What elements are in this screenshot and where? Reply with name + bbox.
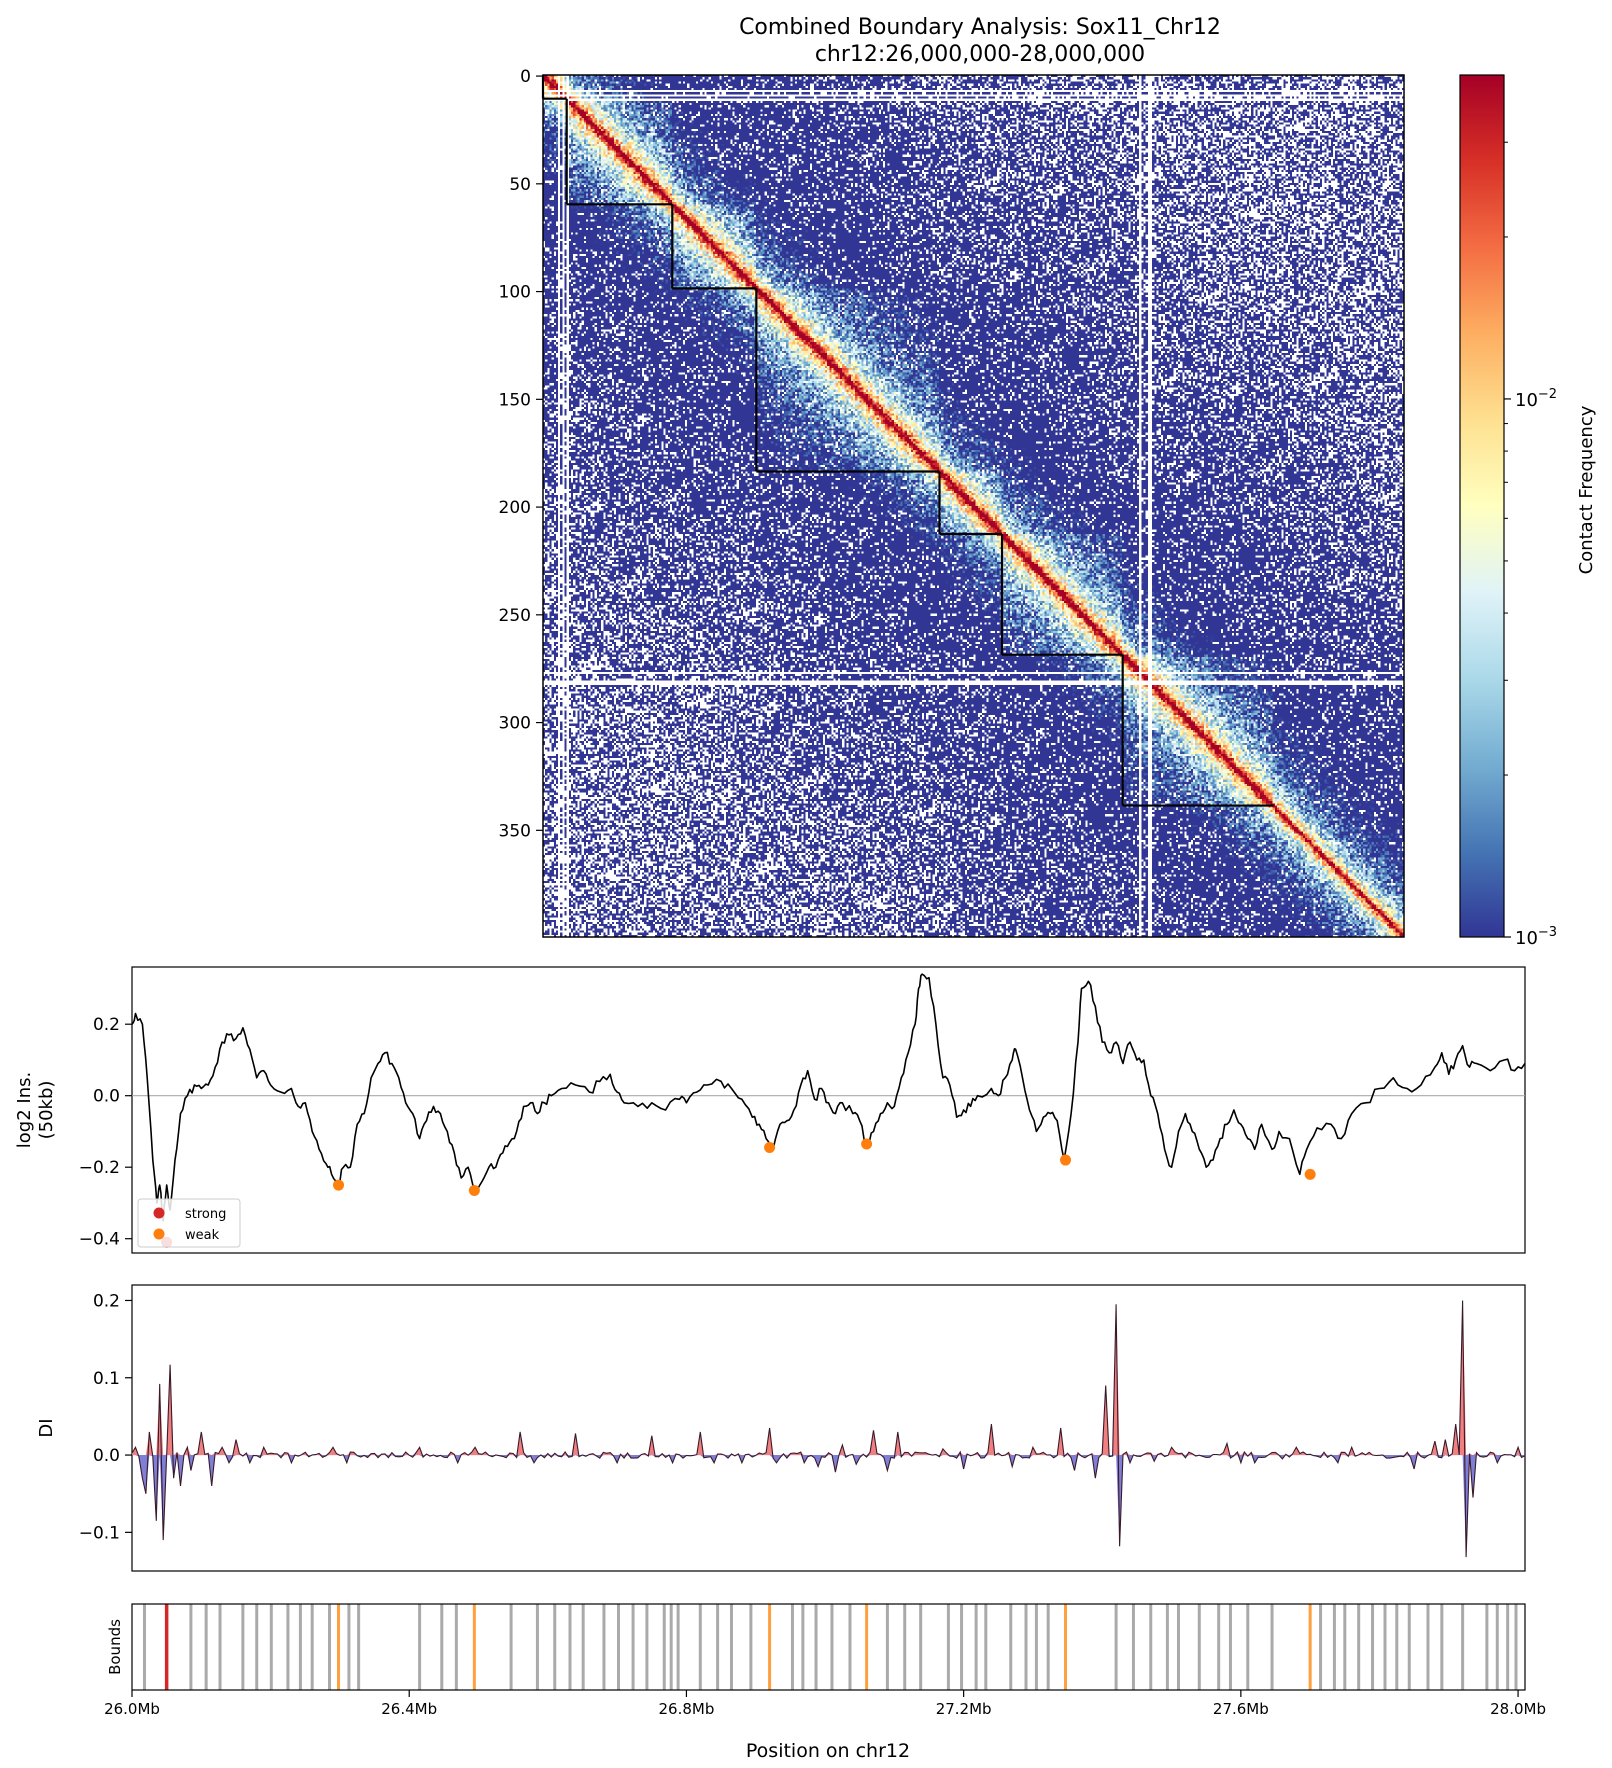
- heatmap-subtitle: chr12:26,000,000-28,000,000: [815, 42, 1145, 67]
- tick-base: 10: [1515, 390, 1538, 411]
- bounds-plot: [142, 1604, 1518, 1690]
- bounds-ylabel: Bounds: [106, 1619, 124, 1675]
- di-ytick-label: 0.1: [93, 1369, 120, 1389]
- tick-exponent: −2: [1538, 387, 1557, 402]
- heatmap-panel: 0 50 100 150 200 250 300 350: [499, 67, 1405, 938]
- insulation-panel: 0.2 0.0 −0.2 −0.4 log2 Ins. (50kb) strong w…: [14, 966, 1526, 1254]
- x-tick-label: 28.0Mb: [1490, 1700, 1546, 1718]
- di-axes: [131, 1284, 1526, 1572]
- di-ytick-label: −0.1: [79, 1523, 120, 1543]
- insulation-y-axis: 0.2 0.0 −0.2 −0.4: [79, 1015, 132, 1250]
- di-y-axis: 0.2 0.1 0.0 −0.1: [79, 1291, 132, 1543]
- di-ylabel: DI: [36, 1418, 57, 1437]
- colorbar: 10−210−3 Contact Frequency: [1459, 74, 1597, 949]
- insulation-plot: [131, 973, 1526, 1248]
- legend-weak-label: weak: [185, 1228, 220, 1243]
- boundary-weak-marker: [1060, 1154, 1072, 1166]
- insulation-legend: strong weak: [137, 1198, 241, 1248]
- di-panel: 0.2 0.1 0.0 −0.1 DI: [36, 1284, 1526, 1572]
- heatmap-title: Combined Boundary Analysis: Sox11_Chr12: [739, 15, 1221, 40]
- colorbar-tick-label: 10−3: [1515, 925, 1557, 949]
- boundary-weak-marker: [764, 1142, 776, 1154]
- boundary-weak-marker: [333, 1179, 345, 1191]
- legend-strong-marker: [153, 1207, 165, 1219]
- heatmap-ytick-label: 100: [499, 283, 531, 303]
- heatmap-y-axis: 0 50 100 150 200 250 300 350: [499, 67, 543, 841]
- heatmap-frame: [542, 74, 1405, 938]
- x-axis-label: Position on chr12: [746, 1740, 910, 1762]
- x-tick-label: 26.4Mb: [381, 1700, 437, 1718]
- di-ytick-label: 0.2: [93, 1291, 120, 1311]
- heatmap-ytick-label: 300: [499, 714, 531, 734]
- boundary-weak-marker: [1304, 1168, 1316, 1180]
- legend-weak-marker: [153, 1228, 165, 1240]
- tick-base: 10: [1515, 928, 1538, 949]
- colorbar-ticks: 10−210−3: [1504, 141, 1557, 949]
- insulation-axes: [131, 966, 1526, 1254]
- insulation-ytick-label: −0.2: [79, 1158, 120, 1178]
- x-tick-label: 27.6Mb: [1213, 1700, 1269, 1718]
- heatmap-ytick-label: 250: [499, 606, 531, 626]
- bounds-axes: [131, 1603, 1526, 1691]
- colorbar-label: Contact Frequency: [1576, 405, 1597, 574]
- x-tick-label: 26.8Mb: [658, 1700, 714, 1718]
- insulation-ytick-label: 0.0: [93, 1087, 120, 1107]
- contact-matrix: [543, 75, 1404, 937]
- colorbar-tick-label: 10−2: [1515, 387, 1557, 411]
- colorbar-gradient: [1459, 74, 1505, 938]
- tick-exponent: −3: [1538, 925, 1557, 940]
- boundary-weak-marker: [468, 1184, 480, 1196]
- legend-strong-label: strong: [185, 1207, 226, 1222]
- heatmap-ytick-label: 0: [520, 67, 531, 87]
- insulation-ylabel-line2: (50kb): [36, 1081, 57, 1140]
- x-tick-label: 27.2Mb: [936, 1700, 992, 1718]
- di-plot: [131, 1300, 1526, 1558]
- di-line: [131, 1300, 1526, 1558]
- x-tick-label: 26.0Mb: [104, 1700, 160, 1718]
- heatmap-ytick-label: 200: [499, 498, 531, 518]
- heatmap-matrix: [543, 75, 1404, 937]
- bounds-x-axis: 26.0Mb 26.4Mb 26.8Mb 27.2Mb 27.6Mb 28.0Mb: [104, 1690, 1546, 1718]
- insulation-ytick-label: −0.4: [79, 1230, 120, 1250]
- insulation-ylabel-line1: log2 Ins.: [14, 1072, 35, 1148]
- bounds-panel: 26.0Mb 26.4Mb 26.8Mb 27.2Mb 27.6Mb 28.0Mb Bou…: [104, 1603, 1546, 1762]
- tad-outline: [541, 75, 1274, 807]
- heatmap-ytick-label: 50: [509, 175, 531, 195]
- insulation-line: [131, 973, 1526, 1222]
- heatmap-ytick-label: 150: [499, 390, 531, 410]
- insulation-ytick-label: 0.2: [93, 1015, 120, 1035]
- heatmap-ytick-label: 350: [499, 821, 531, 841]
- di-ytick-label: 0.0: [93, 1446, 120, 1466]
- boundary-weak-marker: [861, 1138, 873, 1150]
